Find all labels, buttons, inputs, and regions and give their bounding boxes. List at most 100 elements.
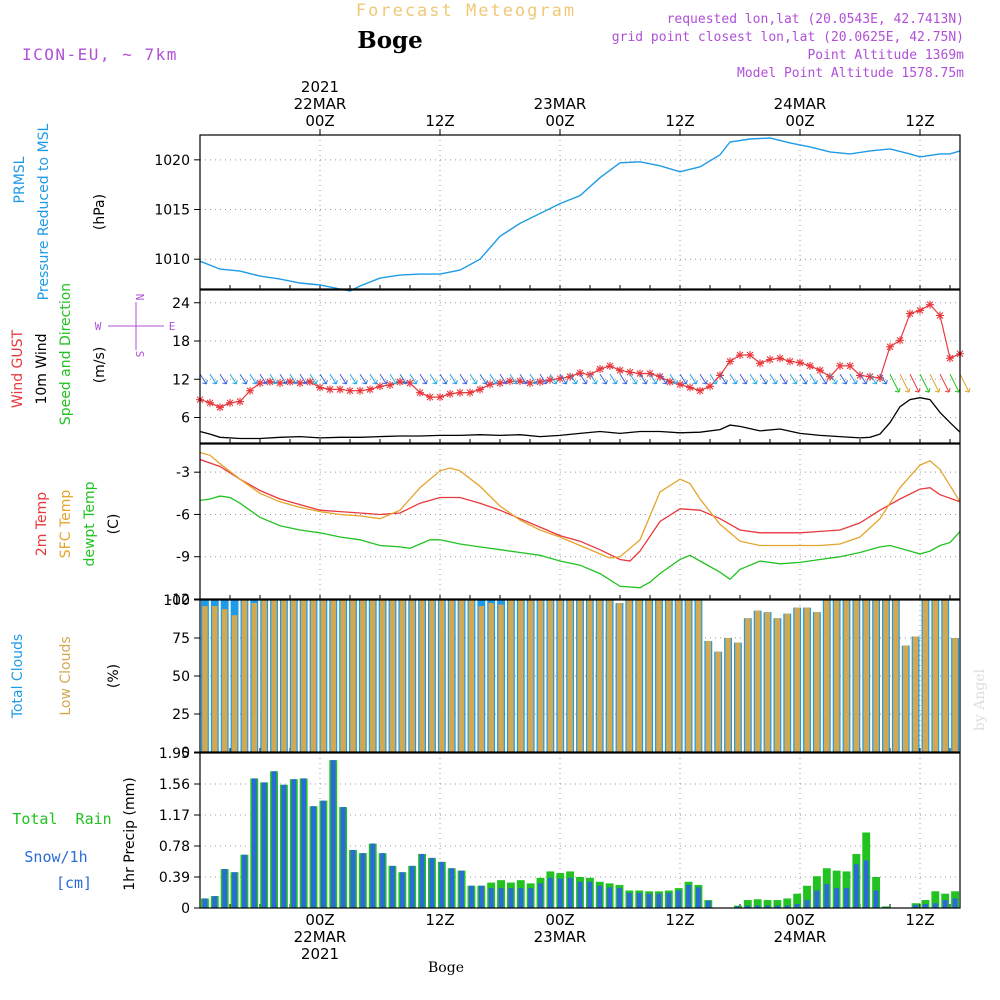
low-cloud-bar [902, 645, 909, 752]
low-cloud-bar [518, 600, 524, 752]
wind-direction-arrow [439, 373, 447, 385]
gust-marker [866, 372, 874, 381]
gust-marker [426, 393, 434, 402]
bottom-time-label: 00Z [785, 911, 814, 929]
gust-marker [936, 311, 944, 320]
snow-bar [577, 881, 583, 908]
low-cloud-bar [330, 600, 336, 752]
gust-marker [306, 377, 314, 386]
low-cloud-bar [833, 600, 840, 752]
gust-marker [666, 377, 674, 386]
wind-arrow-head [782, 379, 788, 385]
wind-direction-arrow [349, 373, 357, 385]
snow-bar [686, 884, 692, 908]
wind-direction-arrow [409, 373, 417, 385]
wind-direction-arrow [499, 373, 507, 385]
snow-bar [636, 892, 642, 908]
snow-bar [538, 883, 543, 908]
wind-arrow-head [812, 379, 818, 385]
snow-bar [617, 888, 622, 908]
gust-marker [316, 383, 324, 392]
gust-marker [206, 398, 214, 407]
wind-direction-arrow [509, 373, 517, 385]
low-cloud-bar [389, 600, 396, 752]
gust-marker [686, 383, 694, 392]
gust-marker [696, 386, 704, 395]
snow-bar [666, 892, 672, 908]
low-cloud-bar [675, 600, 682, 752]
wind-arrow-head [252, 379, 258, 385]
gust-marker [356, 386, 364, 395]
wind-arrow-head [762, 379, 768, 385]
cloud-label-total: Total Clouds [10, 634, 26, 719]
wind-arrow-head [894, 388, 901, 393]
wind-unit: (m/s) [92, 347, 108, 384]
gust-marker [796, 358, 804, 367]
rain-bar [783, 898, 792, 908]
snow-bar [735, 906, 741, 908]
snow-bar [419, 853, 425, 908]
wind-direction-arrow [299, 373, 307, 385]
sfc-temp-line [199, 451, 961, 559]
wind-arrow-head [964, 388, 971, 393]
wind-arrow-head [722, 379, 728, 385]
snow-bar [518, 888, 524, 908]
wind-arrow-head [562, 379, 568, 385]
wind-arrow-head [222, 379, 228, 385]
gust-marker [626, 368, 634, 377]
wind-arrow-head [452, 379, 458, 385]
panel-frame [199, 752, 961, 909]
wind-direction-arrow [219, 373, 227, 385]
wind-direction-arrow [609, 373, 617, 385]
wind-direction-arrow [689, 373, 697, 385]
wind-arrow-head [282, 379, 288, 385]
gust-marker [826, 372, 834, 381]
wind-arrow-head [832, 379, 838, 385]
gust-marker [516, 377, 524, 386]
temp-labels: 2m Temp SFC Temp dewpt Temp (C) [34, 481, 122, 566]
low-cloud-bar [764, 612, 771, 752]
wind-direction-arrow [659, 373, 667, 385]
wind-direction-arrow [919, 373, 930, 393]
snow-bar [528, 888, 534, 908]
low-cloud-bar [300, 600, 307, 752]
wind-arrow-head [472, 379, 478, 385]
snow-bar [913, 904, 919, 908]
wind-arrow-head [872, 379, 878, 385]
wind-arrow-head [642, 379, 648, 385]
wind-direction-arrow [839, 373, 847, 385]
wind-arrow-head [302, 379, 308, 385]
cloud-labels: Total Clouds Low Clouds (%) [10, 634, 122, 719]
pressure-line [199, 137, 961, 292]
wind-direction-arrow [669, 373, 677, 385]
low-cloud-bar [478, 606, 485, 752]
low-cloud-bar [626, 600, 633, 752]
gust-marker [646, 369, 654, 378]
low-cloud-bar [794, 607, 800, 752]
low-cloud-bar [656, 600, 662, 752]
low-cloud-bar [932, 600, 939, 752]
snow-bar [804, 900, 810, 908]
wind-arrow-head [532, 379, 538, 385]
gust-marker [806, 361, 814, 370]
low-cloud-bar [419, 600, 425, 752]
snow-bar [390, 865, 395, 908]
wind-direction-arrow [829, 373, 837, 385]
panel-wind: 6 12 18 24 [172, 289, 971, 444]
low-cloud-bar [883, 600, 889, 752]
precip-unit: 1hr Precip (mm) [122, 777, 138, 890]
low-cloud-bar [754, 610, 761, 752]
wind-arrow-head [882, 379, 888, 385]
low-cloud-bar [498, 604, 504, 752]
panels: 1010101510206121824-3-6-9-12025507510000… [154, 134, 971, 917]
pressure-unit: (hPa) [92, 194, 108, 230]
wind-direction-arrow [699, 373, 707, 385]
snow-bar [853, 864, 859, 908]
gust-marker [246, 386, 254, 395]
wind-arrow-head [322, 379, 328, 385]
wind-arrow-head [492, 379, 498, 385]
y-tick-label: -6 [176, 507, 190, 523]
wind-arrow-head [862, 379, 868, 385]
wind-direction-arrow [859, 373, 867, 385]
